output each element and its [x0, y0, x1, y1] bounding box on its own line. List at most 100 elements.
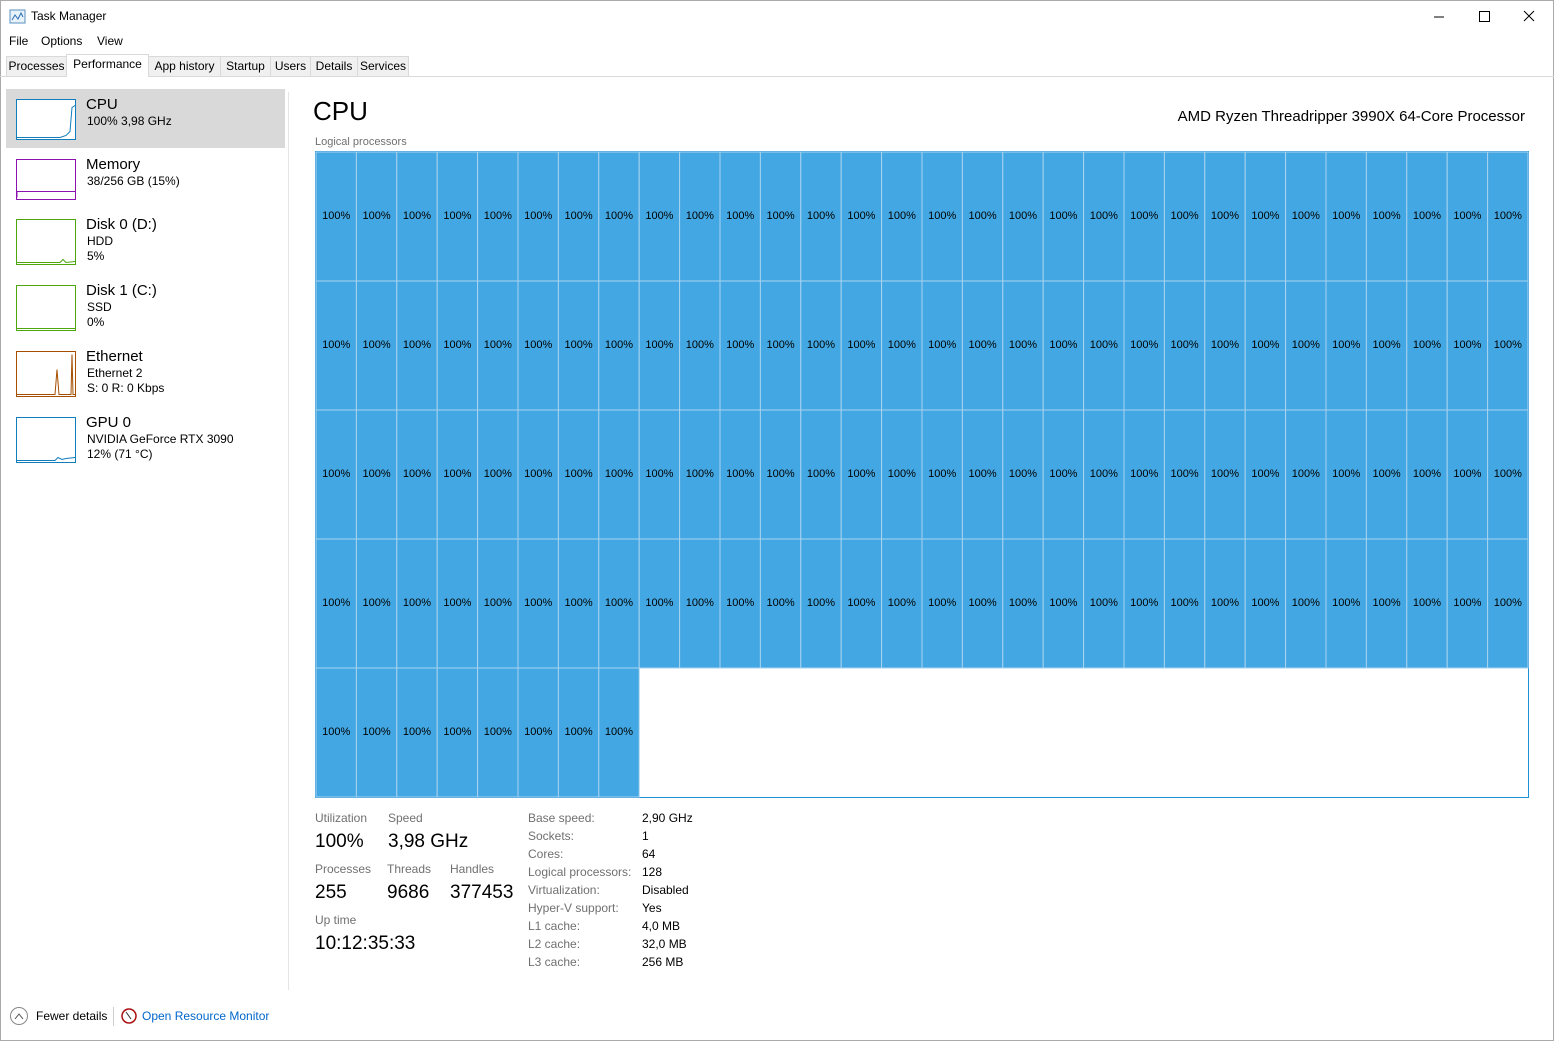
- cpu-cell: [881, 538, 923, 669]
- sidebar-name: CPU: [86, 96, 118, 113]
- cpu-cell: [517, 151, 559, 282]
- cpu-cell: [355, 409, 398, 540]
- cpu-cell-label: 100%: [524, 468, 552, 480]
- detail-label: L1 cache:: [528, 919, 580, 933]
- cpu-cell-label: 100%: [1090, 597, 1118, 609]
- tab-label[interactable]: Processes: [8, 59, 64, 73]
- cpu-cell-label: 100%: [1494, 210, 1522, 222]
- cpu-cell-label: 100%: [605, 468, 633, 480]
- cpu-cell: [719, 151, 761, 282]
- detail-label: Cores:: [528, 847, 563, 861]
- cpu-cell: [1446, 538, 1489, 669]
- tab-label[interactable]: Performance: [73, 57, 142, 71]
- menu-item[interactable]: Options: [41, 34, 82, 48]
- cpu-cell-label: 100%: [565, 726, 593, 738]
- cpu-cell-label: 100%: [605, 597, 633, 609]
- open-resource-monitor[interactable]: Open Resource Monitor: [142, 1009, 269, 1023]
- cpu-cell-label: 100%: [322, 210, 350, 222]
- cpu-cell-label: 100%: [1332, 210, 1360, 222]
- cpu-cell-label: 100%: [1373, 597, 1401, 609]
- cpu-cell: [840, 538, 883, 669]
- cpu-cell-label: 100%: [403, 468, 431, 480]
- tab-label[interactable]: Details: [316, 59, 353, 73]
- cpu-cell-label: 100%: [726, 210, 754, 222]
- app-icon-graph: [11, 11, 24, 21]
- cpu-cell-label: 100%: [1373, 468, 1401, 480]
- maximize-button[interactable]: [1479, 11, 1490, 22]
- cpu-cell-label: 100%: [686, 339, 714, 351]
- cpu-cell: [921, 538, 963, 669]
- tab-label[interactable]: Users: [275, 59, 306, 73]
- sidebar-name: Memory: [86, 156, 141, 173]
- cpu-cell-label: 100%: [1494, 597, 1522, 609]
- detail-label: Sockets:: [528, 829, 574, 843]
- sidebar-detail: 100% 3,98 GHz: [87, 114, 172, 128]
- cpu-cell: [1406, 280, 1448, 411]
- cpu-cell-label: 100%: [1211, 597, 1239, 609]
- detail-value: 256 MB: [642, 955, 683, 969]
- cpu-cell-label: 100%: [363, 468, 391, 480]
- close-button[interactable]: [1523, 10, 1535, 22]
- thumbnail: [16, 285, 76, 331]
- cpu-cell: [1244, 409, 1287, 540]
- cpu-cell-label: 100%: [767, 210, 795, 222]
- cpu-cell-label: 100%: [686, 468, 714, 480]
- cpu-cell: [598, 538, 640, 669]
- fewer-details[interactable]: Fewer details: [36, 1009, 107, 1023]
- cpu-cell-label: 100%: [645, 210, 673, 222]
- cpu-cell-label: 100%: [1373, 339, 1401, 351]
- stat-value: 9686: [387, 882, 429, 903]
- cpu-cell: [719, 409, 761, 540]
- stat-label: Handles: [450, 862, 494, 876]
- cpu-cell-label: 100%: [807, 468, 835, 480]
- cpu-cell: [1123, 538, 1165, 669]
- cpu-cell: [840, 151, 883, 282]
- cpu-cell: [1002, 151, 1044, 282]
- cpu-cell: [557, 667, 600, 798]
- sidebar-detail: 0%: [87, 315, 105, 329]
- cpu-cell: [921, 280, 963, 411]
- cpu-cell-label: 100%: [1413, 468, 1441, 480]
- detail-label: Hyper-V support:: [528, 901, 619, 915]
- cpu-cell: [1244, 538, 1287, 669]
- cpu-cell: [840, 409, 883, 540]
- cpu-cell: [1285, 409, 1327, 540]
- cpu-cell: [436, 667, 479, 798]
- stat-value: 255: [315, 882, 347, 903]
- cpu-cell: [881, 151, 923, 282]
- cpu-cell-label: 100%: [1292, 339, 1320, 351]
- cpu-cell-label: 100%: [565, 210, 593, 222]
- cpu-cell: [1042, 280, 1085, 411]
- fewer-details-icon[interactable]: [10, 1007, 28, 1025]
- cpu-cell-label: 100%: [605, 339, 633, 351]
- cpu-cell: [598, 280, 640, 411]
- tab-label[interactable]: Startup: [226, 59, 265, 73]
- cpu-cell-label: 100%: [645, 468, 673, 480]
- tab[interactable]: [357, 56, 409, 77]
- detail-value: 64: [642, 847, 656, 861]
- cpu-cell-label: 100%: [322, 468, 350, 480]
- detail-label: L3 cache:: [528, 955, 580, 969]
- cpu-cell-label: 100%: [1292, 210, 1320, 222]
- tab-label[interactable]: Services: [360, 59, 406, 73]
- cpu-cell: [638, 280, 681, 411]
- cpu-cell-label: 100%: [928, 597, 956, 609]
- cpu-cell-label: 100%: [1130, 210, 1158, 222]
- cpu-cell: [1365, 409, 1408, 540]
- cpu-cell-label: 100%: [524, 210, 552, 222]
- cpu-cell-label: 100%: [969, 597, 997, 609]
- menu-item[interactable]: View: [97, 34, 123, 48]
- cpu-cell: [961, 151, 1004, 282]
- tab-label[interactable]: App history: [154, 59, 214, 73]
- cpu-cell-label: 100%: [565, 339, 593, 351]
- menu-item[interactable]: File: [9, 34, 29, 48]
- cpu-cell-label: 100%: [1292, 597, 1320, 609]
- detail-value: Disabled: [642, 883, 689, 897]
- cpu-cell-label: 100%: [443, 339, 471, 351]
- cpu-cell: [1123, 409, 1165, 540]
- cpu-cell: [800, 538, 842, 669]
- stat-value: 10:12:35:33: [315, 933, 415, 954]
- cpu-cell: [477, 538, 519, 669]
- cpu-cell-label: 100%: [443, 468, 471, 480]
